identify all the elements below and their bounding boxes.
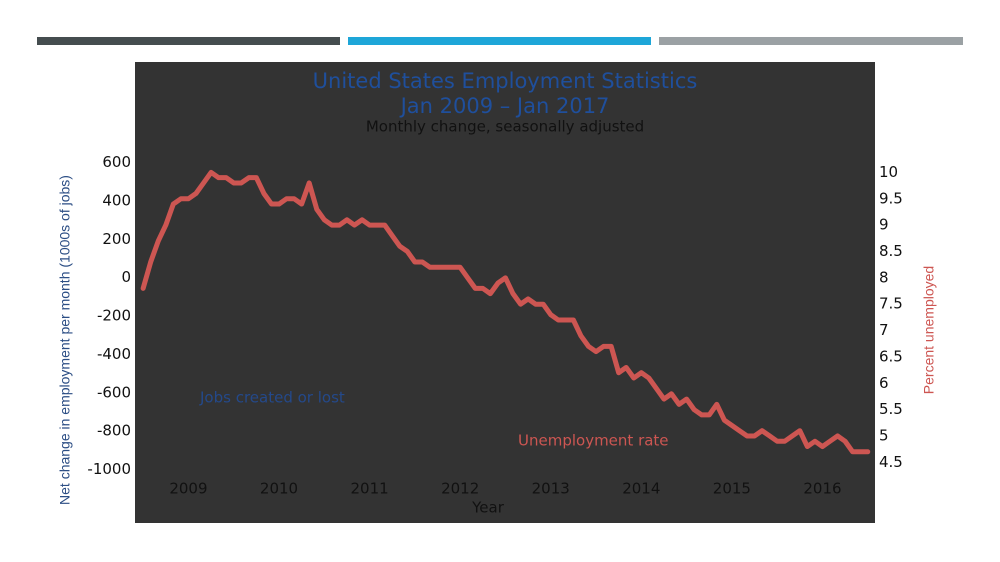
- chart-title: United States Employment Statistics: [313, 69, 698, 93]
- chart-background: [135, 62, 875, 523]
- y2-tick-label: 6.5: [879, 347, 903, 365]
- y2-tick-label: 6: [879, 374, 889, 392]
- x-tick-label: 2014: [622, 480, 660, 498]
- y2-tick-label: 4.5: [879, 453, 903, 471]
- y-tick-label: 200: [102, 230, 131, 248]
- y2-tick-label: 10: [879, 163, 898, 181]
- y-tick-label: 0: [121, 268, 131, 286]
- y2-tick-label: 8.5: [879, 242, 903, 260]
- x-tick-label: 2012: [441, 480, 479, 498]
- y-tick-label: -200: [97, 307, 131, 325]
- header-bar: [37, 37, 340, 45]
- y2-tick-label: 5.5: [879, 400, 903, 418]
- y-tick-label: 600: [102, 153, 131, 171]
- header-bar: [659, 37, 963, 45]
- annotation: Jobs created or lost: [199, 389, 345, 407]
- y-axis-label: Net change in employment per month (1000…: [57, 175, 73, 505]
- x-tick-label: 2010: [260, 480, 298, 498]
- y2-tick-label: 5: [879, 426, 889, 444]
- y2-tick-label: 8: [879, 268, 889, 286]
- x-tick-label: 2015: [713, 480, 751, 498]
- chart: United States Employment Statistics Jan …: [57, 69, 937, 517]
- y-tick-label: -400: [97, 345, 131, 363]
- x-tick-label: 2016: [803, 480, 841, 498]
- chart-subtitle: Monthly change, seasonally adjusted: [366, 118, 644, 136]
- x-tick-label: 2011: [350, 480, 388, 498]
- chart-title: Jan 2009 – Jan 2017: [399, 94, 610, 118]
- x-tick-label: 2013: [532, 480, 570, 498]
- header-bar: [348, 37, 651, 45]
- y-tick-label: -1000: [87, 460, 131, 478]
- annotation: Unemployment rate: [518, 432, 669, 450]
- x-axis-label: Year: [471, 499, 505, 517]
- y2-axis-label: Percent unemployed: [921, 266, 937, 394]
- y-tick-label: 400: [102, 191, 131, 209]
- y2-tick-label: 9.5: [879, 189, 903, 207]
- y2-tick-label: 7.5: [879, 295, 903, 313]
- y-tick-label: -800: [97, 422, 131, 440]
- y2-tick-label: 7: [879, 321, 889, 339]
- line-series: [140, 169, 871, 455]
- y2-tick-label: 9: [879, 216, 889, 234]
- y-tick-label: -600: [97, 383, 131, 401]
- x-tick-label: 2009: [169, 480, 207, 498]
